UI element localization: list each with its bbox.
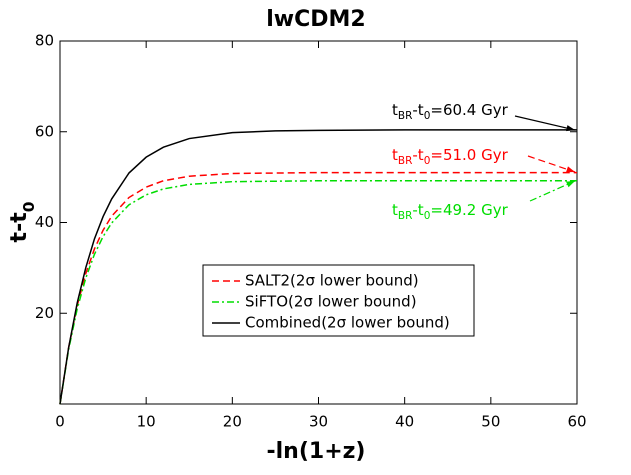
- text-part: 0: [424, 155, 431, 167]
- annotation-arrow: [527, 155, 576, 173]
- arrow-head: [566, 181, 575, 188]
- legend-label: SiFTO(2σ lower bound): [245, 293, 417, 311]
- legend-label: SALT2(2σ lower bound): [245, 272, 419, 290]
- text-part: t-t: [7, 212, 32, 243]
- legend-box: [202, 264, 475, 337]
- text-part: =49.2 Gyr: [430, 201, 508, 219]
- text-part: t: [392, 201, 398, 219]
- y-tick-label: 40: [35, 213, 54, 231]
- x-tick-label: 50: [481, 413, 500, 431]
- text-part: BR: [398, 155, 413, 167]
- y-axis-label: t-t0: [7, 202, 38, 243]
- text-part: BR: [398, 210, 413, 222]
- arrow-head: [566, 125, 575, 132]
- text-part: -t: [412, 146, 423, 164]
- series-line: [59, 129, 577, 405]
- text-part: =51.0 Gyr: [430, 146, 508, 164]
- text-part: -t: [412, 101, 423, 119]
- x-tick-label: 40: [395, 413, 414, 431]
- y-tick-label: 80: [35, 32, 54, 50]
- legend-label: Combined(2σ lower bound): [245, 314, 450, 332]
- annotation-arrow: [514, 115, 576, 131]
- text-part: BR: [398, 110, 413, 122]
- x-tick-label: 0: [55, 413, 65, 431]
- annotation: tBR-t0=60.4 Gyr: [392, 101, 509, 123]
- y-tick-label: 60: [35, 122, 54, 140]
- x-tick-label: 60: [567, 413, 586, 431]
- text-part: 0: [20, 202, 38, 213]
- x-tick-label: 10: [137, 413, 156, 431]
- plot-frame: [59, 40, 578, 405]
- text-part: =60.4 Gyr: [430, 101, 508, 119]
- x-tick-label: 20: [223, 413, 242, 431]
- annotation: tBR-t0=49.2 Gyr: [392, 201, 509, 223]
- x-tick-label: 30: [309, 413, 328, 431]
- x-axis-label: -ln(1+z): [267, 439, 366, 464]
- text-part: t: [392, 101, 398, 119]
- series-line: [59, 180, 577, 405]
- text-part: t: [392, 146, 398, 164]
- chart-title: lwCDM2: [266, 7, 365, 32]
- text-part: 0: [424, 110, 431, 122]
- series-line: [59, 171, 577, 405]
- text-part: -t: [412, 201, 423, 219]
- text-part: 0: [424, 210, 431, 222]
- y-tick-label: 20: [35, 304, 54, 322]
- annotation: tBR-t0=51.0 Gyr: [392, 146, 509, 168]
- arrow-head: [566, 166, 575, 173]
